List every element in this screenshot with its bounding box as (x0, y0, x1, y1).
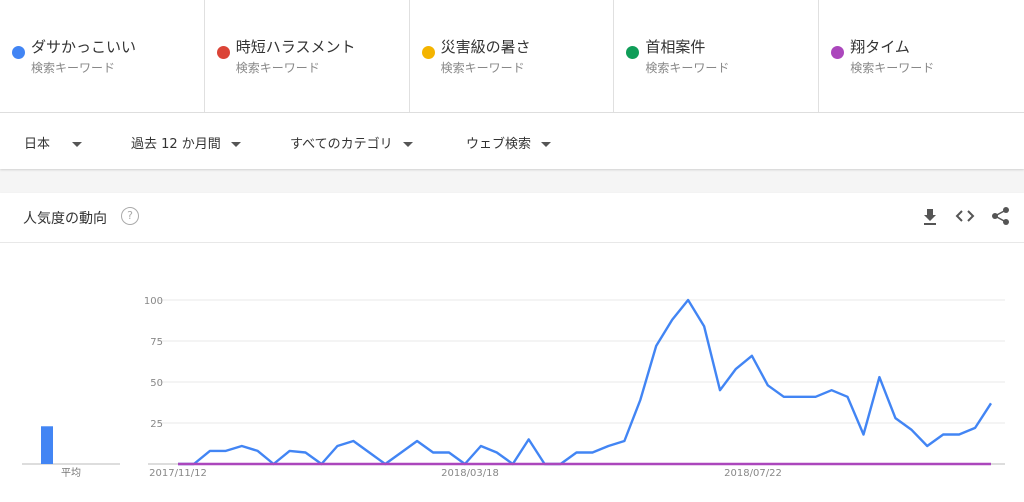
term-type-label: 検索キーワード (440, 61, 525, 75)
term-card-1[interactable]: ダサかっこいい 検索キーワード (0, 0, 205, 112)
y-tick-label: 75 (150, 337, 163, 348)
x-tick-label: 2017/11/12 (149, 468, 207, 479)
term-color-dot (421, 46, 435, 59)
category-dropdown[interactable]: すべてのカテゴリ (290, 133, 413, 152)
term-name: ダサかっこいい (31, 38, 137, 56)
term-type-label: 検索キーワード (850, 61, 935, 75)
term-name: 時短ハラスメント (235, 38, 356, 56)
average-label: 平均 (61, 467, 81, 479)
series-line (178, 298, 993, 466)
embed-code-icon[interactable] (954, 205, 976, 227)
period-dropdown[interactable]: 過去 12 か月間 (131, 133, 241, 152)
term-type-label: 検索キーワード (645, 61, 730, 75)
x-tick-label: 2018/07/22 (724, 468, 782, 479)
term-color-dot (831, 46, 845, 59)
term-color-dot (216, 46, 230, 59)
term-card-4[interactable]: 首相案件 検索キーワード (614, 0, 820, 112)
category-value: すべてのカテゴリ (290, 137, 393, 152)
term-type-label: 検索キーワード (235, 61, 320, 75)
term-color-dot (12, 46, 25, 59)
term-card-5[interactable]: 翔タイム 検索キーワード (819, 0, 1024, 112)
region-dropdown[interactable]: 日本 (24, 133, 83, 152)
term-card-3[interactable]: 災害級の暑さ 検索キーワード (410, 0, 615, 112)
filter-bar: 日本 過去 12 か月間 すべてのカテゴリ ウェブ検索 (0, 113, 1024, 169)
caret-down-icon (72, 142, 83, 147)
caret-down-icon (402, 142, 413, 147)
share-icon[interactable] (990, 205, 1012, 227)
term-name: 首相案件 (645, 38, 706, 56)
period-value: 過去 12 か月間 (131, 137, 221, 152)
y-tick-label: 50 (150, 378, 163, 389)
caret-down-icon (230, 142, 241, 147)
region-value: 日本 (24, 137, 51, 152)
x-tick-label: 2018/03/18 (441, 468, 499, 479)
search-type-value: ウェブ検索 (466, 137, 532, 152)
y-tick-label: 100 (144, 296, 163, 307)
card-divider (0, 242, 1024, 243)
term-type-label: 検索キーワード (31, 61, 116, 75)
download-icon[interactable] (919, 205, 941, 227)
term-card-2[interactable]: 時短ハラスメント 検索キーワード (205, 0, 410, 112)
card-title: 人気度の動向 (23, 211, 107, 227)
trend-chart: 平均 100 75 50 25 2017/11/12 2018/03/18 2018/07… (22, 296, 1005, 479)
term-color-dot (626, 46, 640, 59)
search-type-dropdown[interactable]: ウェブ検索 (466, 133, 552, 152)
term-name: 翔タイム (850, 38, 910, 56)
comparison-terms-bar: ダサかっこいい 検索キーワード 時短ハラスメント 検索キーワード 災害級の暑さ … (0, 0, 1024, 113)
caret-down-icon (541, 142, 552, 147)
interest-over-time-card: 人気度の動向 ? 平均 100 75 50 25 2017/11/12 2018/03/… (0, 193, 1024, 502)
help-circle-icon[interactable]: ? (121, 207, 139, 225)
y-tick-label: 25 (150, 419, 163, 430)
average-bar (41, 426, 53, 464)
term-name: 災害級の暑さ (440, 38, 531, 56)
